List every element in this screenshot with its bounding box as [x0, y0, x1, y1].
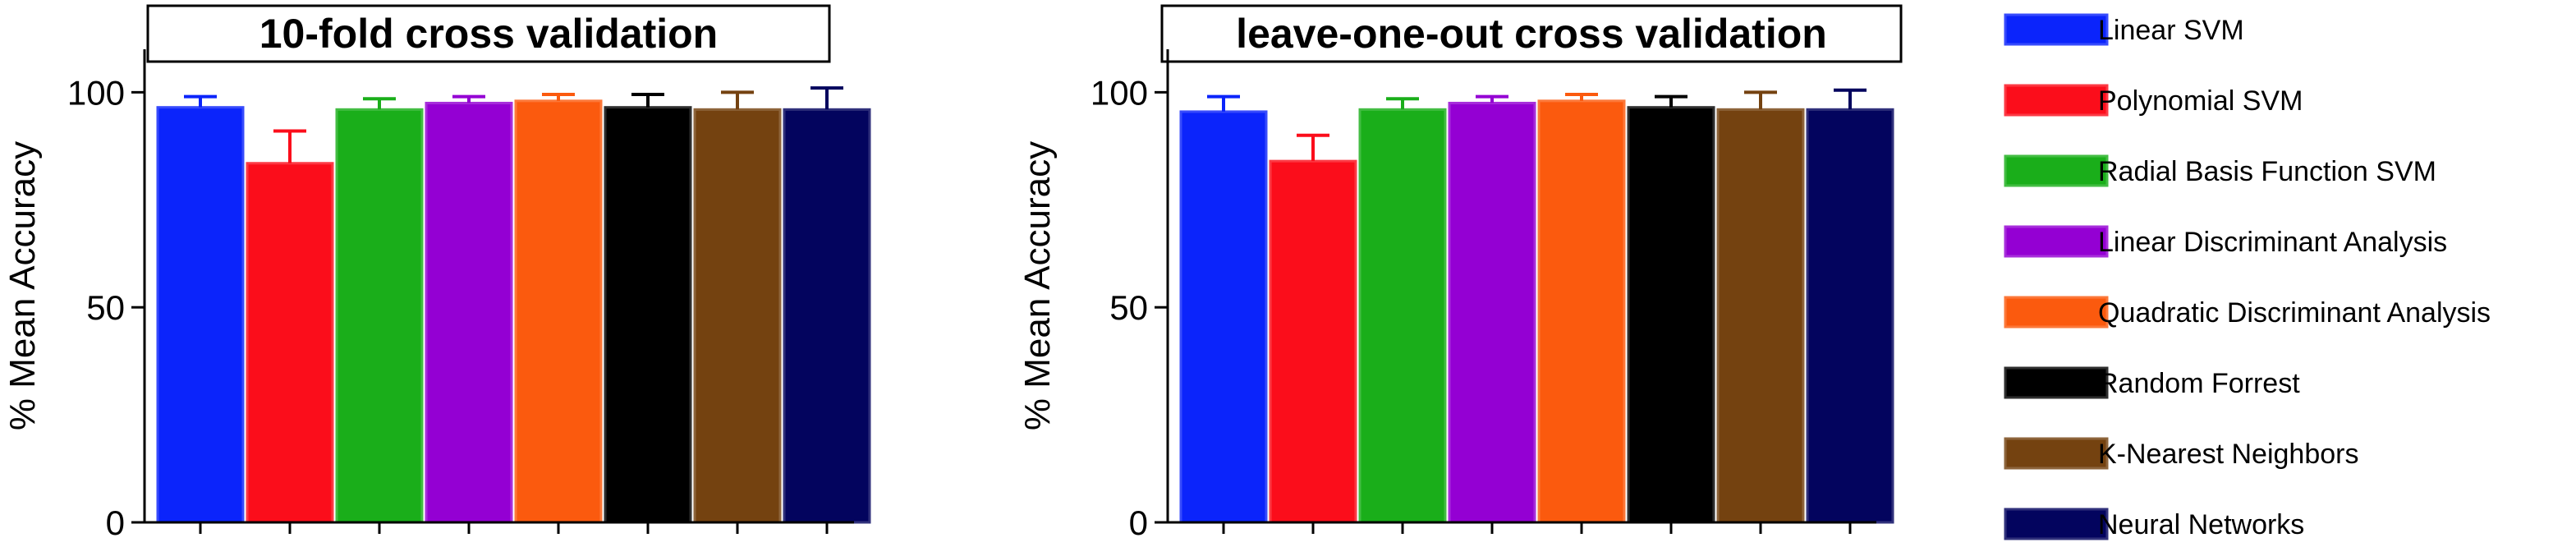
bar-2 [1269, 159, 1357, 524]
bar-6 [604, 106, 692, 524]
legend-swatch-6 [2004, 366, 2109, 399]
legend-label-4: Linear Discriminant Analysis [2098, 227, 2447, 258]
legend-swatch-1 [2004, 13, 2109, 46]
bar-8 [1806, 108, 1894, 524]
y-axis-label: % Mean Accuracy [2, 141, 43, 430]
chart-title: 10-fold cross validation [259, 11, 718, 57]
bar-3 [1358, 108, 1447, 524]
chart-title-box [146, 4, 831, 63]
legend-swatch-3 [2004, 154, 2109, 187]
bar-7 [693, 108, 782, 524]
bar-8 [783, 108, 871, 524]
legend-swatch-4 [2004, 225, 2109, 258]
y-axis-label: % Mean Accuracy [1017, 141, 1058, 430]
y-tick-label: 0 [106, 503, 125, 542]
bar-1 [1179, 110, 1268, 524]
bar-1 [156, 106, 245, 524]
bar-4 [425, 101, 513, 524]
bar-4 [1448, 101, 1536, 524]
y-tick-label: 0 [1129, 503, 1148, 542]
y-tick-label: 100 [1091, 73, 1148, 112]
legend-swatch-8 [2004, 508, 2109, 540]
legend-label-2: Polynomial SVM [2098, 85, 2303, 117]
bar-5 [514, 99, 603, 524]
legend-label-6: Random Forrest [2098, 368, 2300, 399]
legend-swatch-7 [2004, 437, 2109, 470]
bar-7 [1716, 108, 1805, 524]
legend: Linear SVM Polynomial SVM Radial Basis Fun… [2004, 13, 2491, 540]
bar-5 [1537, 99, 1626, 524]
legend-label-1: Linear SVM [2098, 15, 2244, 46]
legend-swatch-5 [2004, 296, 2109, 329]
legend-label-3: Radial Basis Function SVM [2098, 156, 2436, 187]
y-tick-label: 50 [1109, 288, 1148, 327]
y-tick-label: 100 [67, 73, 125, 112]
bar-6 [1627, 106, 1715, 524]
chart-title: leave-one-out cross validation [1236, 11, 1827, 57]
y-tick-label: 50 [86, 288, 125, 327]
legend-swatch-2 [2004, 84, 2109, 117]
bar-3 [335, 108, 424, 524]
chart-title-box [1160, 4, 1903, 63]
bar-2 [246, 162, 334, 524]
legend-label-8: Neural Networks [2098, 509, 2304, 540]
chart-panel-2: leave-one-out cross validation % Mean Acc… [1017, 4, 1903, 542]
legend-label-5: Quadratic Discriminant Analysis [2098, 297, 2491, 329]
chart-panel-1: 10-fold cross validation % Mean Accuracy 0… [2, 4, 871, 542]
legend-label-7: K-Nearest Neighbors [2098, 439, 2358, 470]
